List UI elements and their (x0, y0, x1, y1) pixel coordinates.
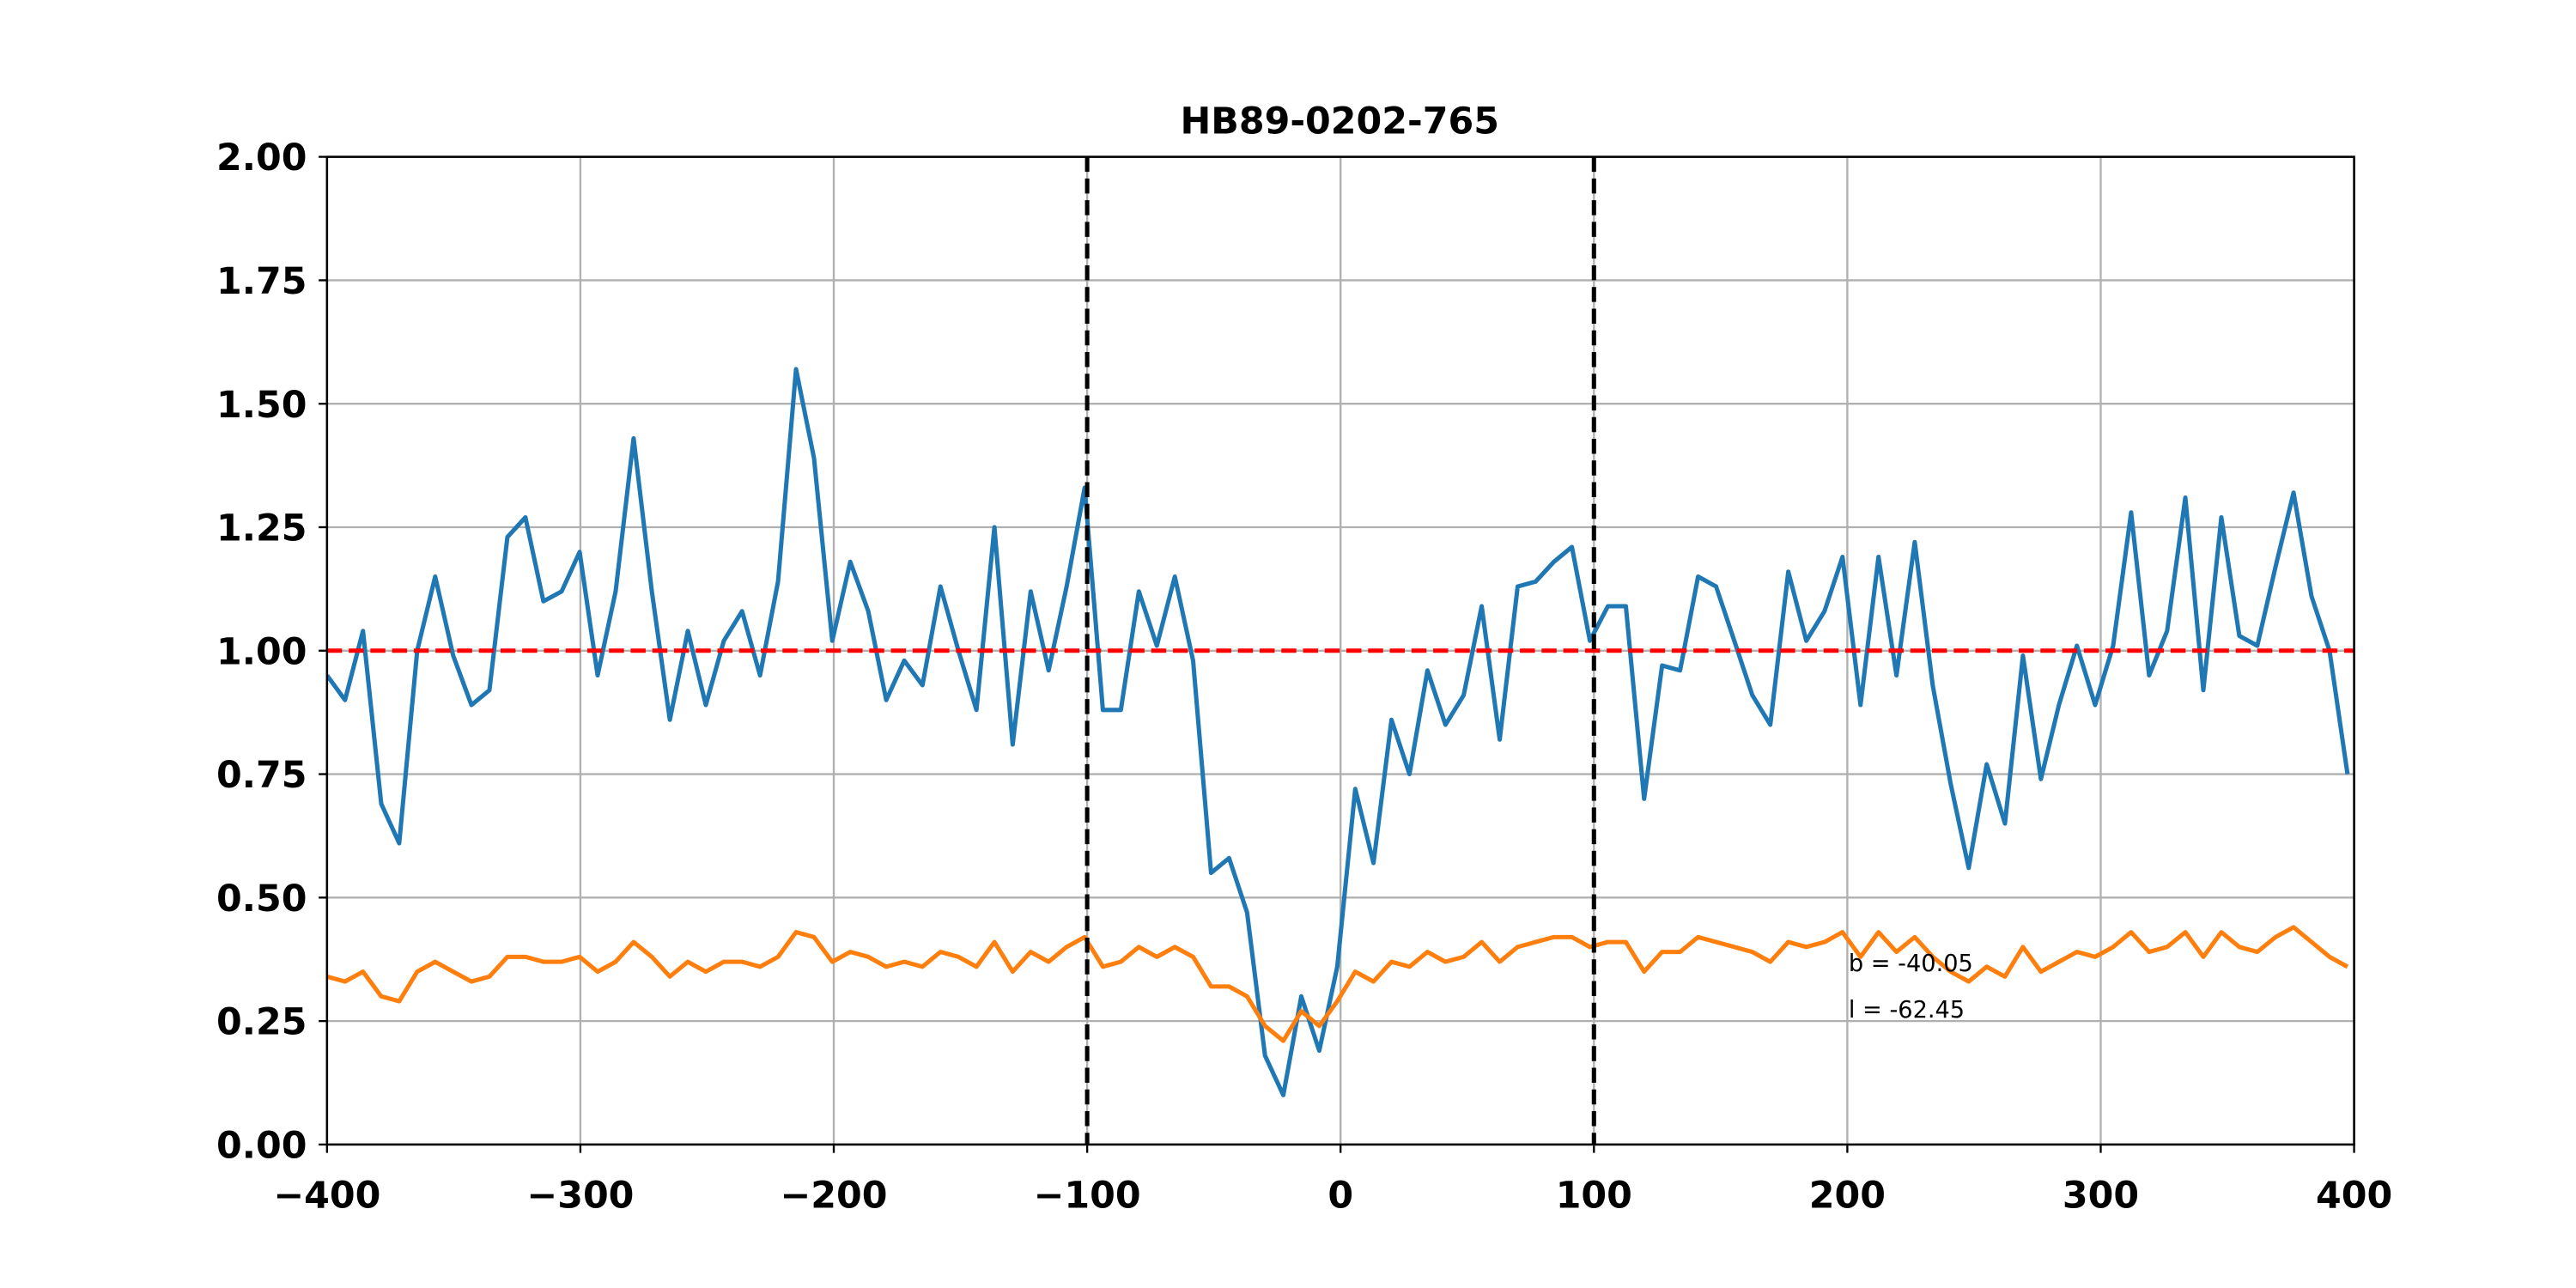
y-tick-label: 0.50 (216, 878, 307, 920)
annotation: b = -40.05 (1849, 951, 1973, 977)
y-tick-label: 1.00 (216, 630, 307, 673)
x-tick-label: −300 (526, 1175, 634, 1218)
x-tick-label: 400 (2316, 1175, 2392, 1218)
x-tick-label: 200 (1809, 1175, 1886, 1218)
axes-frame (325, 155, 2355, 1146)
plot-area (326, 156, 2354, 1145)
y-tick-label: 0.00 (216, 1124, 307, 1167)
chart-title: HB89-0202-765 (1181, 100, 1499, 143)
y-tick-label: 0.75 (216, 754, 307, 797)
annotation: l = -62.45 (1849, 997, 1965, 1024)
x-tick-label: 100 (1556, 1175, 1632, 1218)
y-tick-label: 1.25 (216, 507, 307, 550)
y-tick-label: 1.75 (216, 260, 307, 303)
y-tick-label: 0.25 (216, 1001, 307, 1044)
series-line (326, 925, 2349, 1043)
series-line (326, 367, 2350, 1097)
x-tick-label: −200 (781, 1175, 888, 1218)
x-tick-label: −100 (1034, 1175, 1141, 1218)
x-tick-label: −400 (273, 1175, 380, 1218)
y-tick-label: 2.00 (216, 137, 307, 179)
x-tick-label: 0 (1327, 1175, 1353, 1218)
x-tick-label: 300 (2063, 1175, 2139, 1218)
y-tick-label: 1.50 (216, 384, 307, 427)
